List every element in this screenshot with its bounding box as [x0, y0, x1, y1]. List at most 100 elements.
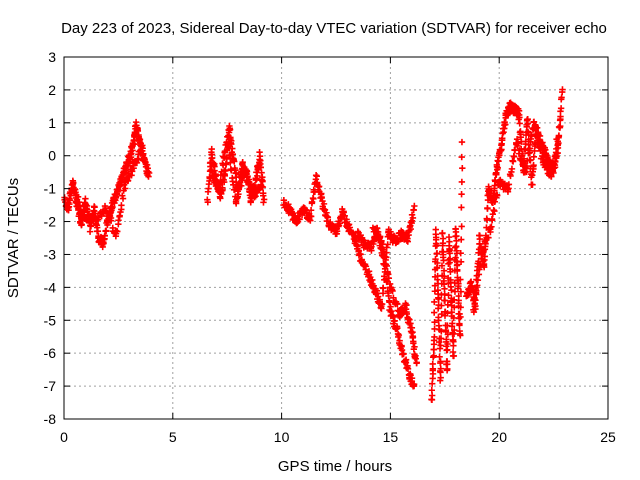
data-point [354, 243, 361, 250]
data-point [532, 121, 539, 128]
data-point [523, 168, 530, 176]
data-point [114, 228, 121, 235]
y-tick-label: 2 [48, 82, 56, 98]
data-point [296, 216, 303, 223]
data-point [451, 304, 458, 311]
data-point [433, 242, 441, 249]
data-point [437, 365, 445, 372]
data-point [559, 86, 566, 93]
y-tick-label: -5 [44, 312, 57, 328]
data-point [86, 228, 94, 235]
data-point [388, 307, 395, 315]
data-point [457, 288, 465, 295]
data-point [553, 145, 560, 153]
data-point [378, 237, 385, 244]
x-tick-label: 5 [169, 429, 177, 445]
data-point [502, 121, 509, 128]
data-point [555, 134, 562, 141]
data-point [471, 300, 478, 308]
data-point [430, 309, 438, 316]
x-tick-label: 25 [600, 429, 616, 445]
data-point [557, 105, 565, 112]
data-point [441, 290, 448, 298]
y-tick-label: -3 [44, 246, 57, 262]
data-point [458, 138, 466, 146]
data-point [526, 145, 534, 152]
data-point [514, 140, 522, 147]
data-point [447, 268, 454, 275]
data-point [253, 172, 261, 180]
data-point [491, 207, 498, 215]
data-point [530, 162, 537, 169]
data-point [457, 249, 464, 257]
data-point [403, 301, 410, 309]
data-point [225, 143, 232, 150]
data-point [448, 286, 455, 294]
grid [64, 57, 608, 419]
data-point [446, 250, 453, 257]
data-point [66, 197, 73, 204]
data-point [440, 267, 448, 274]
data-point [443, 336, 450, 343]
data-point [101, 202, 109, 210]
data-point [556, 124, 563, 131]
data-point [535, 137, 542, 144]
x-tick-label: 20 [491, 429, 507, 445]
data-point [391, 317, 398, 325]
data-point [516, 120, 523, 127]
data-point [459, 164, 466, 172]
data-point [507, 172, 514, 180]
data-point [247, 185, 255, 192]
data-point [433, 264, 441, 271]
data-point [409, 214, 417, 222]
data-point [220, 178, 228, 186]
data-point [558, 94, 565, 101]
data-point [456, 330, 464, 338]
data-point [436, 338, 443, 346]
x-axis-title: GPS time / hours [278, 458, 392, 475]
data-point [436, 377, 444, 384]
data-point [430, 352, 437, 359]
data-point [443, 358, 451, 365]
data-point [257, 164, 264, 171]
data-point [238, 182, 245, 190]
data-point [493, 171, 500, 178]
data-point [115, 217, 122, 224]
data-point [374, 293, 382, 300]
data-point [280, 197, 288, 204]
data-point [302, 206, 309, 213]
data-point [145, 168, 152, 175]
data-point [458, 153, 465, 161]
data-point [474, 276, 482, 284]
data-point [448, 323, 456, 330]
x-tick-label: 10 [274, 429, 290, 445]
data-point [480, 246, 488, 253]
data-point [145, 169, 153, 177]
data-point [410, 340, 417, 347]
data-point [451, 244, 459, 251]
y-axis-title: SDTVAR / TECUs [5, 178, 22, 298]
data-point [410, 382, 418, 390]
data-point [451, 326, 458, 334]
data-point [333, 228, 341, 235]
data-point [307, 207, 315, 214]
y-tick-label: -6 [44, 345, 57, 361]
data-point [380, 248, 388, 255]
data-point [524, 157, 531, 164]
data-point [487, 224, 494, 231]
data-point [494, 164, 501, 172]
data-point [556, 117, 564, 124]
data-point [124, 177, 132, 184]
data-point [457, 304, 464, 311]
data-point [429, 360, 436, 368]
data-point [477, 262, 485, 269]
data-point [456, 322, 463, 329]
data-point [370, 282, 377, 289]
data-point [109, 203, 116, 211]
data-point [471, 294, 478, 302]
data-point [476, 261, 483, 268]
data-point [320, 200, 328, 208]
series-4 [280, 172, 418, 312]
data-point [210, 172, 217, 179]
